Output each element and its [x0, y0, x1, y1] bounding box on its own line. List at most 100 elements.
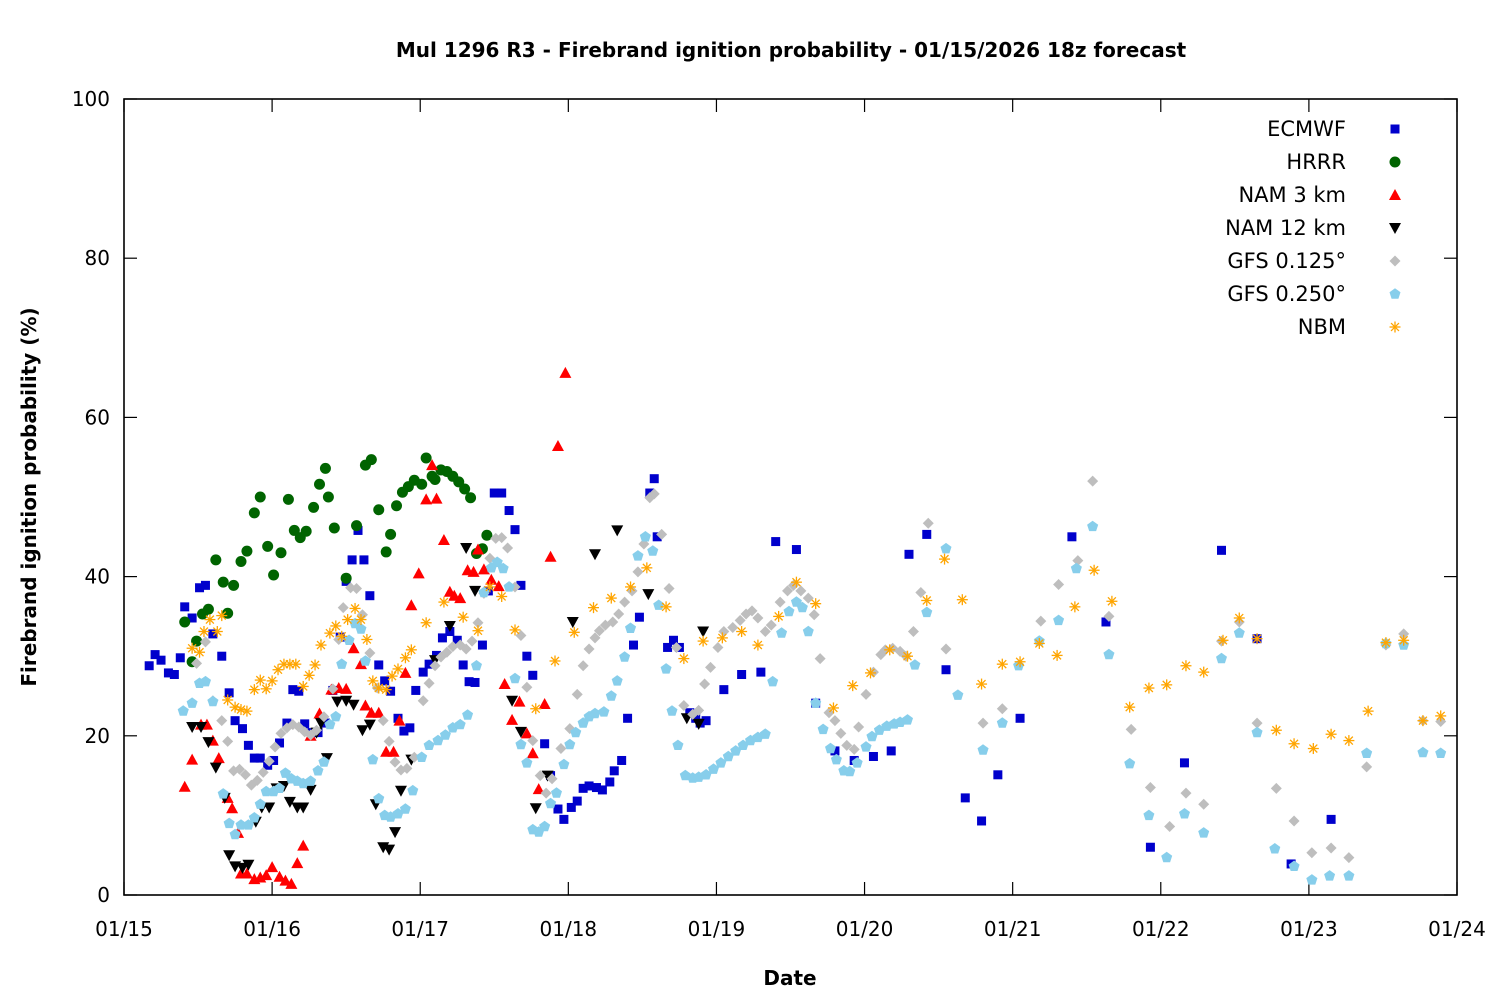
data-point [589, 707, 601, 719]
data-point [705, 661, 717, 673]
data-point [195, 583, 205, 593]
data-point [534, 770, 546, 782]
data-point [269, 741, 281, 753]
data-point [304, 784, 317, 796]
data-point [441, 646, 453, 658]
data-point [555, 743, 567, 755]
data-point [354, 658, 367, 670]
data-point [462, 709, 474, 720]
data-point [904, 549, 914, 559]
data-point [527, 735, 539, 747]
data-point [623, 713, 633, 723]
data-point [1198, 827, 1210, 838]
data-point [540, 739, 550, 749]
data-point [351, 520, 363, 532]
data-point [194, 646, 206, 658]
data-point [405, 723, 415, 733]
data-point [387, 745, 400, 757]
data-point [853, 721, 865, 733]
data-point [248, 507, 260, 519]
data-point [361, 633, 373, 645]
data-point [558, 758, 570, 770]
x-tick-label: 01/22 [1132, 917, 1190, 941]
data-point [830, 746, 840, 756]
data-point [566, 802, 576, 812]
data-point [796, 601, 808, 613]
data-point [391, 500, 403, 512]
data-point [319, 462, 331, 474]
x-tick-label: 01/17 [391, 917, 449, 941]
data-point [407, 784, 419, 796]
data-point [509, 672, 521, 684]
data-point [588, 549, 601, 561]
data-point [399, 666, 412, 678]
data-point [868, 751, 878, 761]
data-point [841, 739, 853, 751]
data-point [177, 705, 189, 716]
data-point [1144, 782, 1156, 794]
data-point [697, 635, 709, 647]
data-point [605, 690, 617, 701]
data-point [922, 517, 934, 529]
series-gfs-0-250 [177, 520, 1447, 885]
data-point [469, 585, 482, 597]
data-point [1325, 842, 1337, 854]
data-point [240, 867, 253, 879]
data-point [939, 553, 951, 565]
data-point [1435, 710, 1447, 722]
data-point [424, 659, 434, 669]
data-point [752, 639, 764, 651]
data-point [496, 591, 508, 602]
data-point [639, 531, 651, 542]
data-point [810, 697, 822, 708]
data-point [389, 827, 402, 839]
data-point [224, 688, 234, 698]
data-point [697, 626, 710, 638]
data-point [251, 774, 263, 786]
data-point [367, 753, 379, 765]
data-point [1180, 660, 1192, 672]
data-point [411, 685, 421, 695]
y-axis: 0 20 40 60 80 100 [72, 87, 1457, 907]
data-point [568, 626, 580, 638]
data-point [359, 655, 371, 666]
data-point [701, 716, 711, 726]
data-point [1069, 601, 1081, 613]
data-point [1143, 809, 1155, 821]
x-axis-label: Date [763, 966, 816, 990]
data-point [374, 660, 384, 670]
data-point [977, 717, 989, 729]
data-point [641, 562, 653, 574]
data-point [663, 583, 675, 595]
data-point [502, 542, 514, 554]
data-point [1198, 666, 1210, 678]
data-point [274, 782, 285, 793]
data-point [649, 474, 659, 484]
data-point [418, 667, 428, 677]
data-point [340, 695, 353, 707]
data-point [266, 861, 279, 873]
data-point [551, 787, 562, 798]
data-point [470, 677, 480, 687]
data-point [432, 734, 444, 746]
data-point [420, 493, 433, 505]
data-point [1087, 475, 1099, 487]
data-point [429, 473, 441, 485]
data-point [591, 783, 601, 793]
data-point [773, 610, 785, 622]
data-point [318, 756, 330, 767]
data-point [1035, 615, 1047, 627]
data-point [458, 660, 468, 670]
data-point [477, 563, 490, 575]
data-point [996, 717, 1008, 728]
data-point [1361, 747, 1373, 758]
data-point [273, 870, 286, 882]
data-point [666, 705, 678, 716]
data-point [386, 686, 396, 696]
data-point [1088, 564, 1100, 576]
data-point [241, 545, 253, 557]
y-tick-label: 60 [85, 405, 110, 429]
data-point [1306, 874, 1318, 885]
data-point [1014, 656, 1026, 668]
data-point [976, 678, 988, 690]
